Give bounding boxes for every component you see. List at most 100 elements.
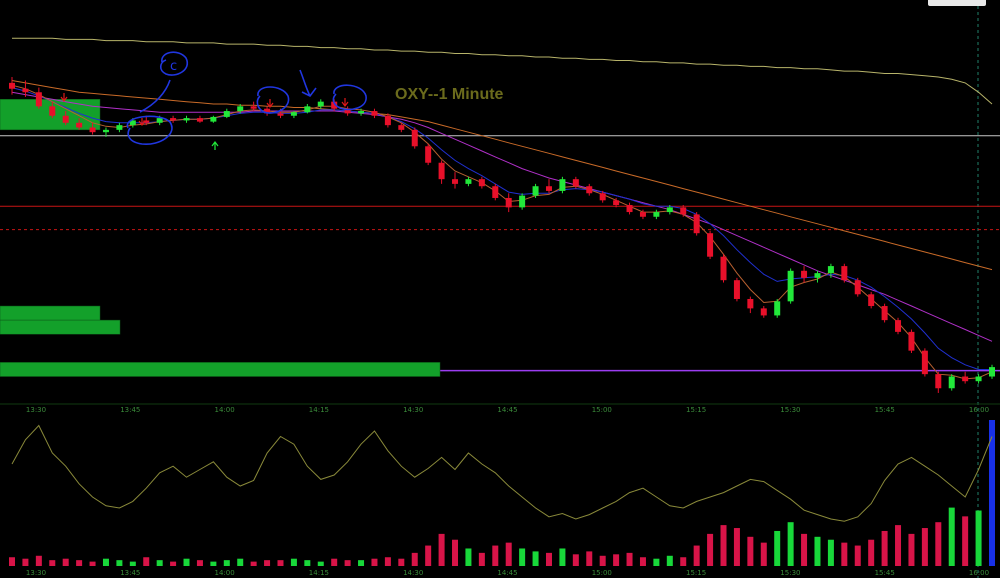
candle-body xyxy=(210,116,217,122)
candle-body xyxy=(921,350,928,375)
annotation-circle xyxy=(332,84,367,111)
volume-bar xyxy=(196,560,203,566)
candle-body xyxy=(411,129,418,147)
candle-body xyxy=(196,118,203,122)
volume-bar xyxy=(653,558,660,566)
x-tick-label: 14:00 xyxy=(215,569,235,577)
candle-body xyxy=(264,108,271,114)
candle-body xyxy=(492,186,499,198)
candle-body xyxy=(170,118,177,121)
volume-bar xyxy=(170,561,177,566)
x-tick-label: 14:45 xyxy=(497,406,517,414)
candle-body xyxy=(344,108,351,114)
volume-bar xyxy=(237,558,244,566)
candle-body xyxy=(183,118,190,121)
candle-body xyxy=(9,82,15,89)
candle-body xyxy=(680,207,687,215)
x-tick-label: 15:30 xyxy=(780,569,800,577)
candle-body xyxy=(358,111,365,114)
volume-bar xyxy=(935,522,942,566)
candle-body xyxy=(76,122,83,128)
volume-bar xyxy=(989,420,995,566)
volume-bar xyxy=(639,557,646,566)
candle-body xyxy=(908,331,915,351)
volume-bar xyxy=(586,551,593,566)
volume-bar xyxy=(277,560,284,566)
volume-bar xyxy=(720,525,727,566)
candle-body xyxy=(895,320,902,332)
window-control[interactable] xyxy=(928,0,986,6)
volume-bar xyxy=(398,558,405,566)
candle-body xyxy=(801,270,808,278)
volume-bar xyxy=(384,557,391,566)
volume-bar xyxy=(411,552,418,566)
candle-body xyxy=(989,367,995,377)
volume-bar xyxy=(666,555,673,566)
volume-bar xyxy=(438,533,445,566)
volume-bar xyxy=(948,507,955,566)
volume-bar xyxy=(156,560,163,566)
candle-body xyxy=(599,193,606,201)
candle-body xyxy=(505,197,512,208)
candle-body xyxy=(129,120,136,126)
volume-bar xyxy=(452,539,459,566)
x-tick-label: 13:30 xyxy=(26,406,46,414)
volume-bar xyxy=(733,528,740,566)
x-tick-label: 14:00 xyxy=(215,406,235,414)
volume-bar xyxy=(129,561,136,566)
volume-bar xyxy=(774,530,781,566)
candle-body xyxy=(653,212,660,217)
candle-body xyxy=(935,374,942,389)
volume-bar xyxy=(304,560,311,566)
x-tick-label: 16:00 xyxy=(969,406,989,414)
volume-bar xyxy=(371,558,378,566)
candle-body xyxy=(250,106,257,109)
volume-bar xyxy=(116,560,123,566)
x-tick-label: 15:30 xyxy=(780,406,800,414)
moving-average-line xyxy=(11,91,993,342)
volume-bar xyxy=(519,548,526,566)
oscillator-line xyxy=(11,424,993,522)
volume-bar xyxy=(827,539,834,566)
x-tick-label: 14:30 xyxy=(403,406,423,414)
x-axis-ticks-volume: 13:30 13:45 14:00 14:15 14:30 14:45 15:00 15:15… xyxy=(26,569,989,577)
candle-body xyxy=(733,280,740,299)
annotation-mark: c xyxy=(170,59,177,74)
volume-bar xyxy=(680,557,687,566)
volume-bar xyxy=(35,555,42,566)
moving-average-line xyxy=(11,87,992,370)
volume-profile xyxy=(0,99,441,377)
volume-bar xyxy=(613,554,620,566)
candle-body xyxy=(89,127,96,133)
volume-bar xyxy=(532,551,539,566)
volume-bar xyxy=(559,548,566,566)
moving-average-line xyxy=(11,84,993,380)
volume-bar xyxy=(492,545,499,566)
x-tick-label: 15:15 xyxy=(686,406,706,414)
candle-body xyxy=(720,256,727,281)
sell-arrow-icon xyxy=(60,93,68,102)
candle-body xyxy=(760,308,767,316)
volume-bar xyxy=(787,522,794,566)
volume-bar xyxy=(707,533,714,566)
candle-body xyxy=(613,200,620,206)
volume-profile-bar xyxy=(0,362,441,377)
candle-body xyxy=(827,266,834,274)
candle-body xyxy=(814,273,821,278)
candle-body xyxy=(545,186,552,191)
candle-body xyxy=(532,186,539,196)
candle-body xyxy=(62,115,69,123)
volume-bar xyxy=(143,557,150,566)
candle-body xyxy=(237,106,244,112)
candle-body xyxy=(639,212,646,217)
x-axis-ticks-price: 13:30 13:45 14:00 14:15 14:30 14:45 15:00 15:15… xyxy=(26,406,989,414)
x-tick-label: 14:15 xyxy=(309,406,329,414)
volume-bar xyxy=(921,528,928,566)
volume-bar xyxy=(49,560,56,566)
candle-body xyxy=(384,115,391,126)
volume-bar xyxy=(183,558,190,566)
annotation-circle xyxy=(126,115,173,145)
volume-bar xyxy=(223,560,230,566)
